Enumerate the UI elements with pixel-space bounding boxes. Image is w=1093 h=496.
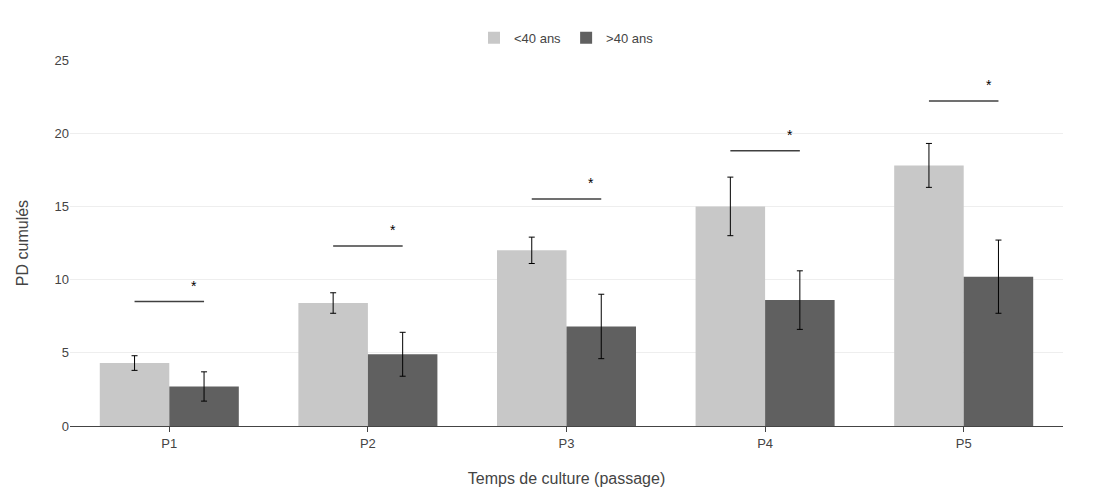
svg-text:*: * [787,127,793,143]
svg-text:15: 15 [55,199,69,214]
svg-text:<40 ans: <40 ans [514,31,561,46]
svg-text:>40 ans: >40 ans [606,31,653,46]
svg-text:*: * [986,77,992,93]
svg-text:P3: P3 [559,436,575,451]
svg-text:*: * [588,175,594,191]
svg-text:*: * [390,222,396,238]
svg-text:*: * [191,278,197,294]
svg-text:5: 5 [62,345,69,360]
svg-text:PD cumulés: PD cumulés [14,200,31,286]
svg-text:Temps de culture (passage): Temps de culture (passage) [468,470,665,487]
svg-text:0: 0 [62,419,69,434]
svg-text:P5: P5 [956,436,972,451]
svg-text:25: 25 [55,53,69,68]
svg-text:10: 10 [55,272,69,287]
svg-text:P1: P1 [161,436,177,451]
svg-text:P4: P4 [757,436,773,451]
svg-text:P2: P2 [360,436,376,451]
svg-text:20: 20 [55,126,69,141]
